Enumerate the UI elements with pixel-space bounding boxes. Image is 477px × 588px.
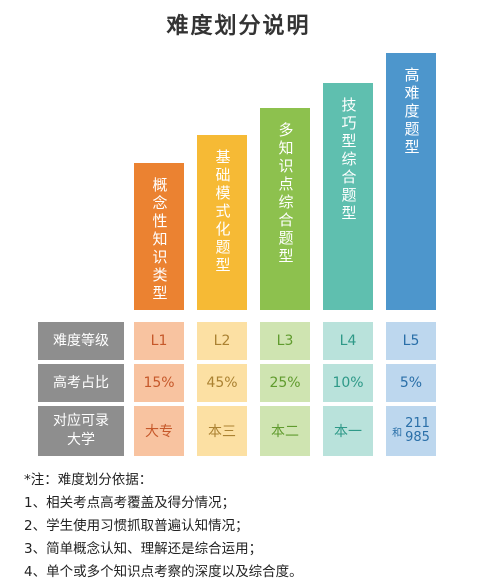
- bar-l3: 多知识点综合题型: [260, 108, 310, 310]
- ratio-cell-l1: 15%: [134, 364, 184, 402]
- school-cell-l1: 大专: [134, 406, 184, 456]
- level-cell-l4: L4: [323, 322, 373, 360]
- row-header-level: 难度等级: [38, 322, 124, 360]
- bar-label-l3: 多知识点综合题型: [276, 122, 295, 266]
- level-cell-l2: L2: [197, 322, 247, 360]
- school-cell-l5-num1: 211: [405, 415, 430, 431]
- bar-l4: 技巧型综合题型: [323, 83, 373, 310]
- ratio-cell-l5: 5%: [386, 364, 436, 402]
- school-cell-l5: 和 211 985: [386, 406, 436, 456]
- bar-l5: 高难度题型: [386, 53, 436, 310]
- school-cell-l5-num2: 985: [405, 430, 430, 445]
- page-title: 难度划分说明: [166, 14, 311, 39]
- school-cell-l5-prefix: 和: [392, 427, 403, 439]
- ratio-cell-l4: 10%: [323, 364, 373, 402]
- level-cell-l1: L1: [134, 322, 184, 360]
- school-cell-l4: 本一: [323, 406, 373, 456]
- note-item-2: 2、学生使用习惯抓取普遍认知情况；: [24, 518, 249, 534]
- level-cell-l3: L3: [260, 322, 310, 360]
- bar-l2: 基础模式化题型: [197, 135, 247, 310]
- bar-label-l4: 技巧型综合题型: [339, 97, 358, 223]
- bar-label-l5: 高难度题型: [402, 67, 421, 157]
- notes: *注：难度划分依据： 1、相关考点高考覆盖及得分情况； 2、学生使用习惯抓取普遍…: [24, 469, 303, 584]
- row-header-school-line1: 对应可录: [53, 413, 109, 430]
- bar-label-l1: 概念性知识类型: [150, 177, 169, 303]
- row-header-ratio: 高考占比: [38, 364, 124, 402]
- ratio-cell-l2: 45%: [197, 364, 247, 402]
- bar-l1: 概念性知识类型: [134, 163, 184, 310]
- school-cell-l2: 本三: [197, 406, 247, 456]
- note-item-3: 3、简单概念认知、理解还是综合运用；: [24, 541, 263, 557]
- note-item-4: 4、单个或多个知识点考察的深度以及综合度。: [24, 564, 303, 580]
- school-cell-l5-numbers: 211 985: [405, 415, 430, 446]
- row-header-school: 对应可录 大学: [38, 406, 124, 456]
- level-cell-l5: L5: [386, 322, 436, 360]
- bar-label-l2: 基础模式化题型: [213, 149, 232, 275]
- row-header-school-line2: 大学: [67, 432, 95, 448]
- note-heading: *注：难度划分依据：: [24, 472, 153, 488]
- ratio-cell-l3: 25%: [260, 364, 310, 402]
- school-cell-l3: 本二: [260, 406, 310, 456]
- note-item-1: 1、相关考点高考覆盖及得分情况；: [24, 495, 236, 511]
